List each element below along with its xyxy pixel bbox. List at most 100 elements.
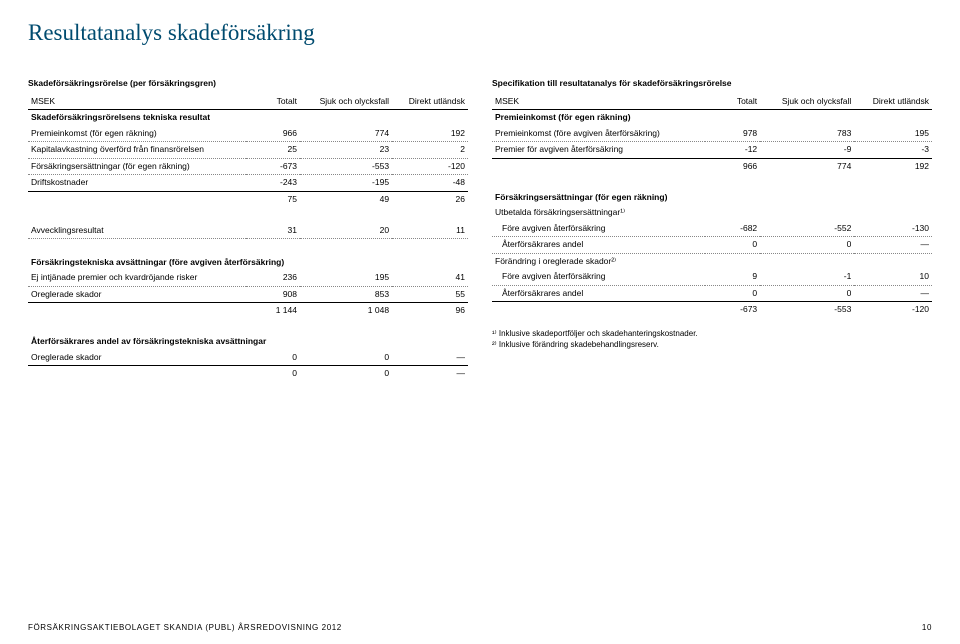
table-row: Före avgiven återförsäkring 9 -1 10 (492, 269, 932, 285)
left-table: MSEK Totalt Sjuk och olycksfall Direkt u… (28, 94, 468, 381)
col-msek: MSEK (28, 94, 246, 110)
table-row: Premieinkomst (för egen räkning) (492, 110, 932, 126)
page-title: Resultatanalys skadeförsäkring (28, 20, 932, 46)
cell: -553 (760, 302, 854, 318)
cell: -48 (392, 175, 468, 191)
cell: 20 (300, 223, 392, 239)
cell: -682 (705, 221, 760, 237)
row-label: Ej intjänade premier och kvardröjande ri… (28, 270, 246, 286)
cell: 0 (760, 237, 854, 253)
cell: 966 (246, 126, 300, 142)
table-row: Premieinkomst (före avgiven återförsäkri… (492, 126, 932, 142)
cell: -673 (246, 158, 300, 174)
cell: -12 (705, 142, 760, 158)
table-row: Försäkringsersättningar (för egen räknin… (28, 158, 468, 174)
left-column: Skadeförsäkringsrörelse (per försäkrings… (28, 78, 468, 381)
cell: 23 (300, 142, 392, 158)
cell: 0 (760, 285, 854, 301)
cell: 853 (300, 286, 392, 302)
cell: — (392, 350, 468, 366)
col-totalt: Totalt (246, 94, 300, 110)
footnote-2: ²⁾ Inklusive förändring skadebehandlings… (492, 339, 932, 350)
table-row: Oreglerade skador 0 0 — (28, 350, 468, 366)
table-row: Oreglerade skador 908 853 55 (28, 286, 468, 302)
cell: 195 (854, 126, 932, 142)
cell: 908 (246, 286, 300, 302)
footer-text: FÖRSÄKRINGSAKTIEBOLAGET SKANDIA (PUBL) Å… (28, 623, 342, 632)
cell: 0 (705, 285, 760, 301)
row-label: Försäkringsersättningar (för egen räknin… (28, 158, 246, 174)
cell: -195 (300, 175, 392, 191)
content-columns: Skadeförsäkringsrörelse (per försäkrings… (28, 78, 932, 381)
cell: 783 (760, 126, 854, 142)
cell: — (854, 237, 932, 253)
col-msek: MSEK (492, 94, 705, 110)
row-label: Före avgiven återförsäkring (492, 221, 705, 237)
cell: -673 (705, 302, 760, 318)
cell: 55 (392, 286, 468, 302)
table-row: Försäkringsersättningar (för egen räknin… (492, 190, 932, 205)
table-row: Ej intjänade premier och kvardröjande ri… (28, 270, 468, 286)
section-label: Skadeförsäkringsrörelsens tekniska resul… (28, 110, 468, 126)
row-label: Driftskostnader (28, 175, 246, 191)
table-row: Driftskostnader -243 -195 -48 (28, 175, 468, 191)
cell: -1 (760, 269, 854, 285)
cell: 11 (392, 223, 468, 239)
row-label: Premieinkomst (före avgiven återförsäkri… (492, 126, 705, 142)
col-direkt: Direkt utländsk (392, 94, 468, 110)
cell: -553 (300, 158, 392, 174)
cell: 0 (300, 365, 392, 381)
table-row: Premier för avgiven återförsäkring -12 -… (492, 142, 932, 158)
cell: 774 (300, 126, 392, 142)
cell: 0 (705, 237, 760, 253)
cell: 75 (246, 191, 300, 207)
cell: 236 (246, 270, 300, 286)
cell: 1 048 (300, 303, 392, 319)
row-label: Oreglerade skador (28, 350, 246, 366)
table-row: Återförsäkrares andel 0 0 — (492, 237, 932, 253)
row-label: Återförsäkrares andel (492, 237, 705, 253)
cell: 774 (760, 158, 854, 174)
col-totalt: Totalt (705, 94, 760, 110)
table-row: Skadeförsäkringsrörelsens tekniska resul… (28, 110, 468, 126)
cell: -3 (854, 142, 932, 158)
page-footer: FÖRSÄKRINGSAKTIEBOLAGET SKANDIA (PUBL) Å… (28, 623, 932, 632)
spacer-row (28, 319, 468, 334)
cell: -9 (760, 142, 854, 158)
cell: 10 (854, 269, 932, 285)
right-table: MSEK Totalt Sjuk och olycksfall Direkt u… (492, 94, 932, 318)
cell: -120 (854, 302, 932, 318)
row-label: Förändring i oreglerade skador²⁾ (492, 253, 932, 269)
row-label: Avvecklingsresultat (28, 223, 246, 239)
footnote-1: ¹⁾ Inklusive skadeportföljer och skadeha… (492, 328, 932, 339)
page-number: 10 (922, 623, 932, 632)
cell: 41 (392, 270, 468, 286)
right-column: Specifikation till resultatanalys för sk… (492, 78, 932, 381)
cell: 31 (246, 223, 300, 239)
subtotal-row: 75 49 26 (28, 191, 468, 207)
cell: 0 (246, 365, 300, 381)
col-direkt: Direkt utländsk (854, 94, 932, 110)
table-row: Försäkringstekniska avsättningar (före a… (28, 255, 468, 270)
cell: 195 (300, 270, 392, 286)
cell: 0 (246, 350, 300, 366)
subtotal-row: 0 0 — (28, 365, 468, 381)
section-label: Försäkringsersättningar (för egen räknin… (492, 190, 932, 205)
cell: 1 144 (246, 303, 300, 319)
spacer-row (492, 174, 932, 189)
cell: 978 (705, 126, 760, 142)
cell: — (854, 285, 932, 301)
section-label: Återförsäkrares andel av försäkringstekn… (28, 334, 468, 349)
cell: 192 (854, 158, 932, 174)
row-label: Oreglerade skador (28, 286, 246, 302)
cell: 0 (300, 350, 392, 366)
spacer-row (28, 207, 468, 222)
cell: 96 (392, 303, 468, 319)
table-header: MSEK Totalt Sjuk och olycksfall Direkt u… (492, 94, 932, 110)
right-table-title: Specifikation till resultatanalys för sk… (492, 78, 932, 88)
cell: 966 (705, 158, 760, 174)
left-table-title: Skadeförsäkringsrörelse (per försäkrings… (28, 78, 468, 88)
row-label: Före avgiven återförsäkring (492, 269, 705, 285)
row-label: Kapitalavkastning överförd från finansrö… (28, 142, 246, 158)
cell: -243 (246, 175, 300, 191)
